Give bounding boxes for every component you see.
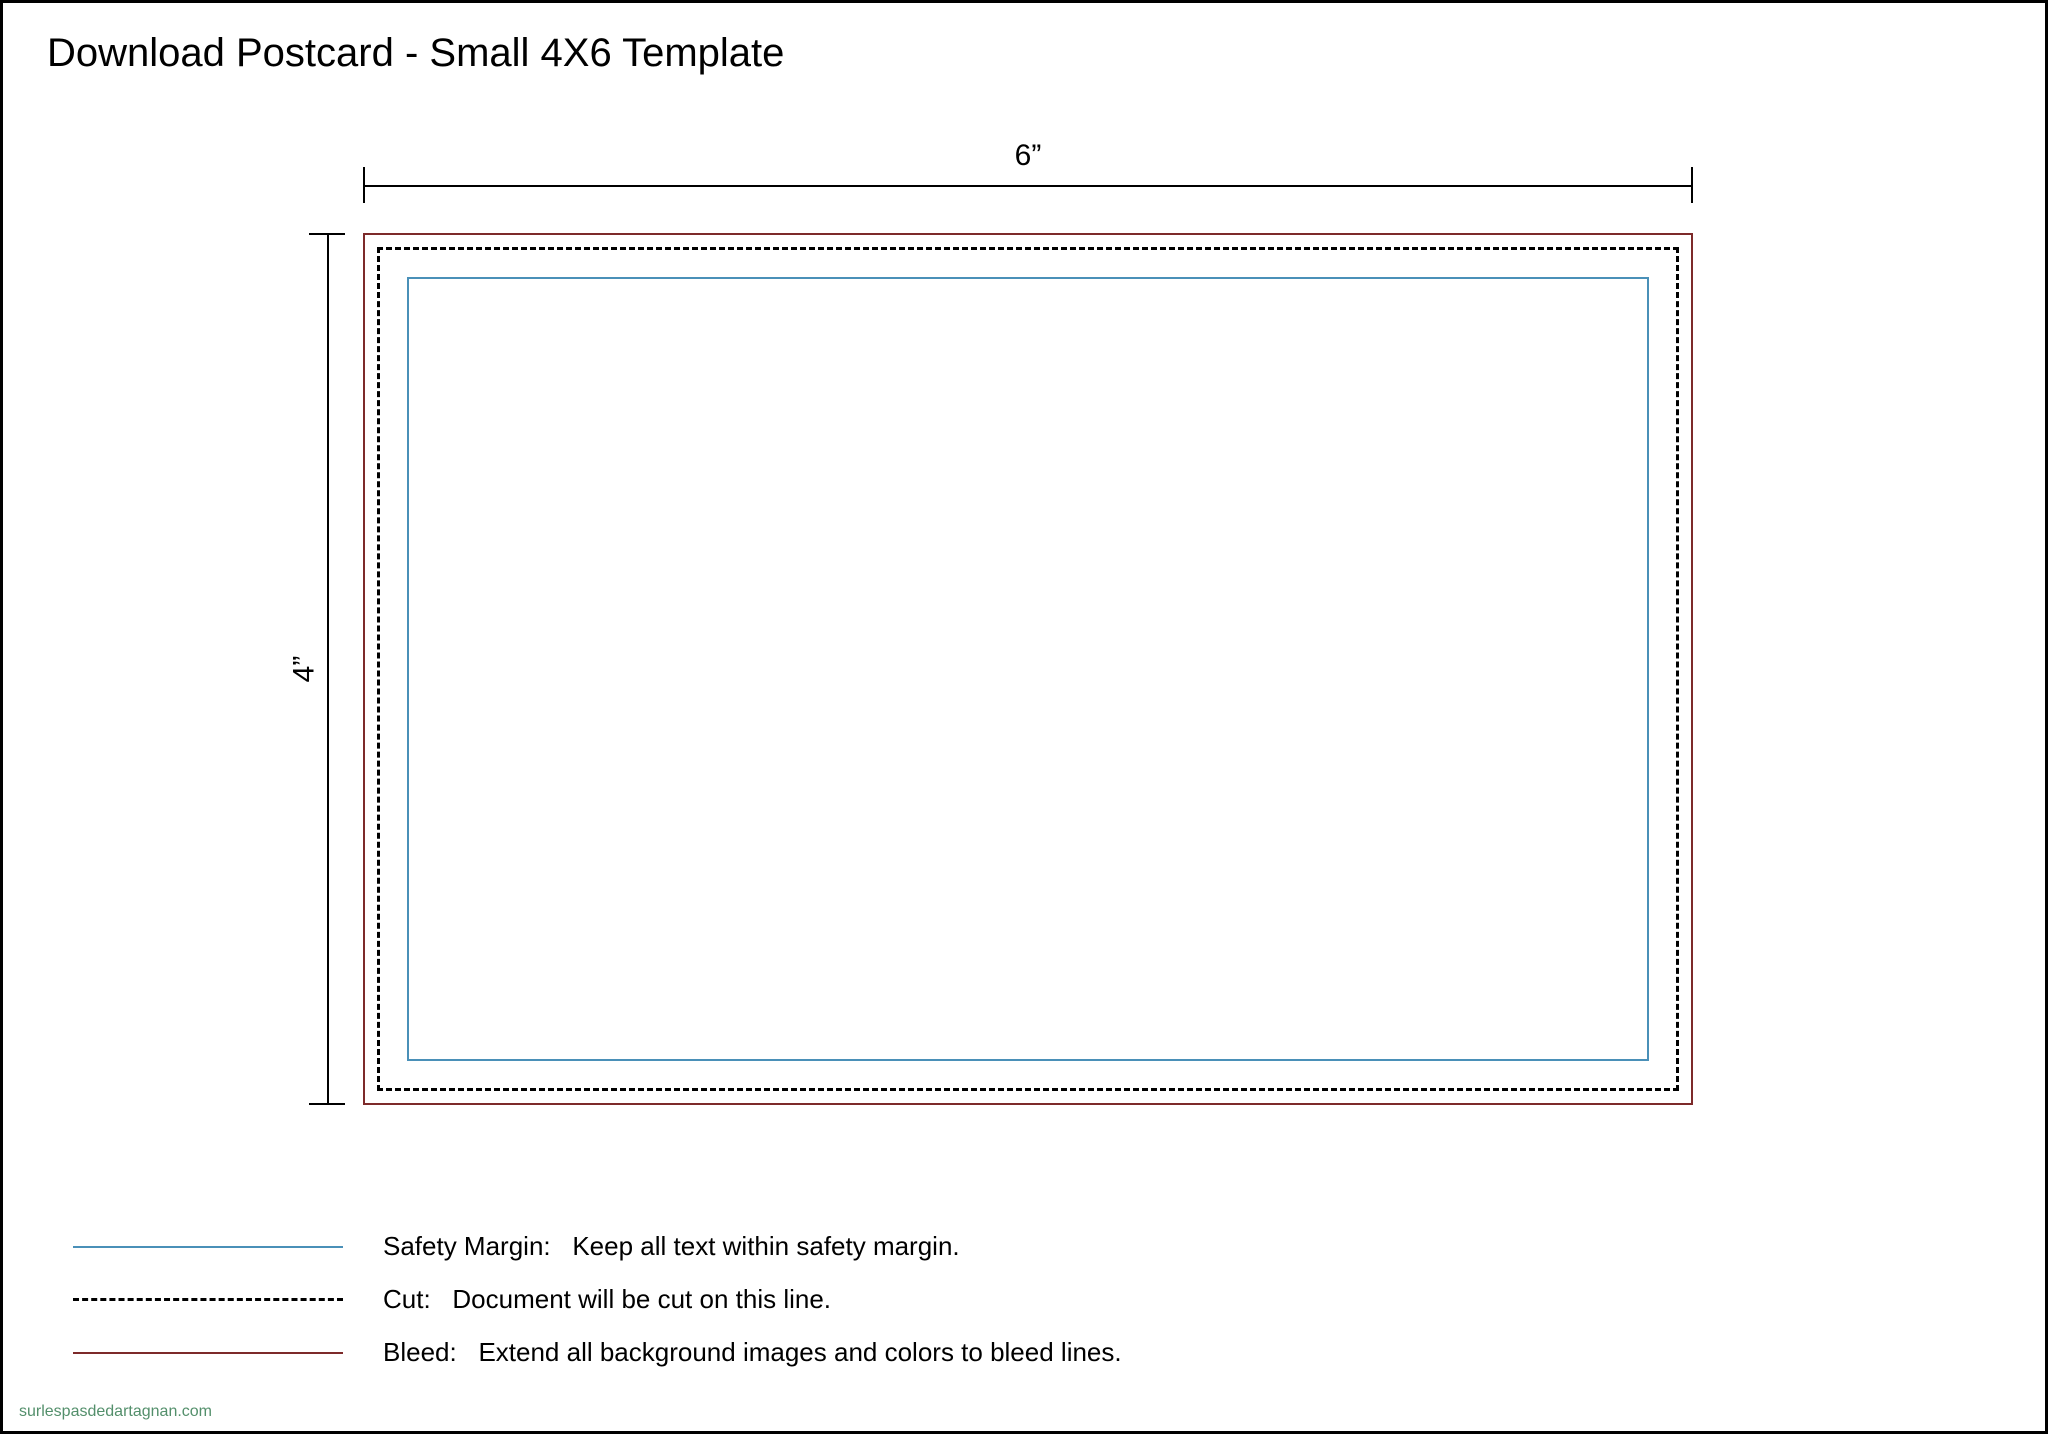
dimension-bar (363, 185, 1693, 187)
dimension-tick (1691, 167, 1693, 203)
safety-line (407, 277, 1649, 1061)
page-title: Download Postcard - Small 4X6 Template (47, 31, 784, 76)
legend-label: Cut: (383, 1284, 431, 1314)
watermark: surlespasdedartagnan.com (19, 1403, 212, 1421)
legend-swatch-cut (73, 1298, 343, 1301)
dimension-tick (309, 1103, 345, 1105)
legend-row-bleed: Bleed: Extend all background images and … (73, 1337, 1122, 1368)
legend-desc: Extend all background images and colors … (478, 1337, 1121, 1367)
legend-text: Cut: Document will be cut on this line. (383, 1284, 831, 1315)
legend-text: Bleed: Extend all background images and … (383, 1337, 1122, 1368)
legend-row-cut: Cut: Document will be cut on this line. (73, 1284, 1122, 1315)
legend-label: Safety Margin: (383, 1231, 551, 1261)
legend-row-safety: Safety Margin: Keep all text within safe… (73, 1231, 1122, 1262)
postcard-template (363, 233, 1693, 1105)
legend-desc: Keep all text within safety margin. (572, 1231, 959, 1261)
width-dimension: 6” (363, 141, 1693, 201)
legend-desc: Document will be cut on this line. (452, 1284, 831, 1314)
height-dimension: 4” (283, 233, 343, 1105)
legend-text: Safety Margin: Keep all text within safe… (383, 1231, 960, 1262)
legend-label: Bleed: (383, 1337, 457, 1367)
dimension-bar (327, 233, 329, 1105)
width-label: 6” (997, 139, 1060, 173)
legend-swatch-bleed (73, 1352, 343, 1354)
page-frame: Download Postcard - Small 4X6 Template 6… (0, 0, 2048, 1434)
legend: Safety Margin: Keep all text within safe… (73, 1231, 1122, 1390)
height-label: 4” (287, 638, 321, 701)
legend-swatch-safety (73, 1246, 343, 1248)
